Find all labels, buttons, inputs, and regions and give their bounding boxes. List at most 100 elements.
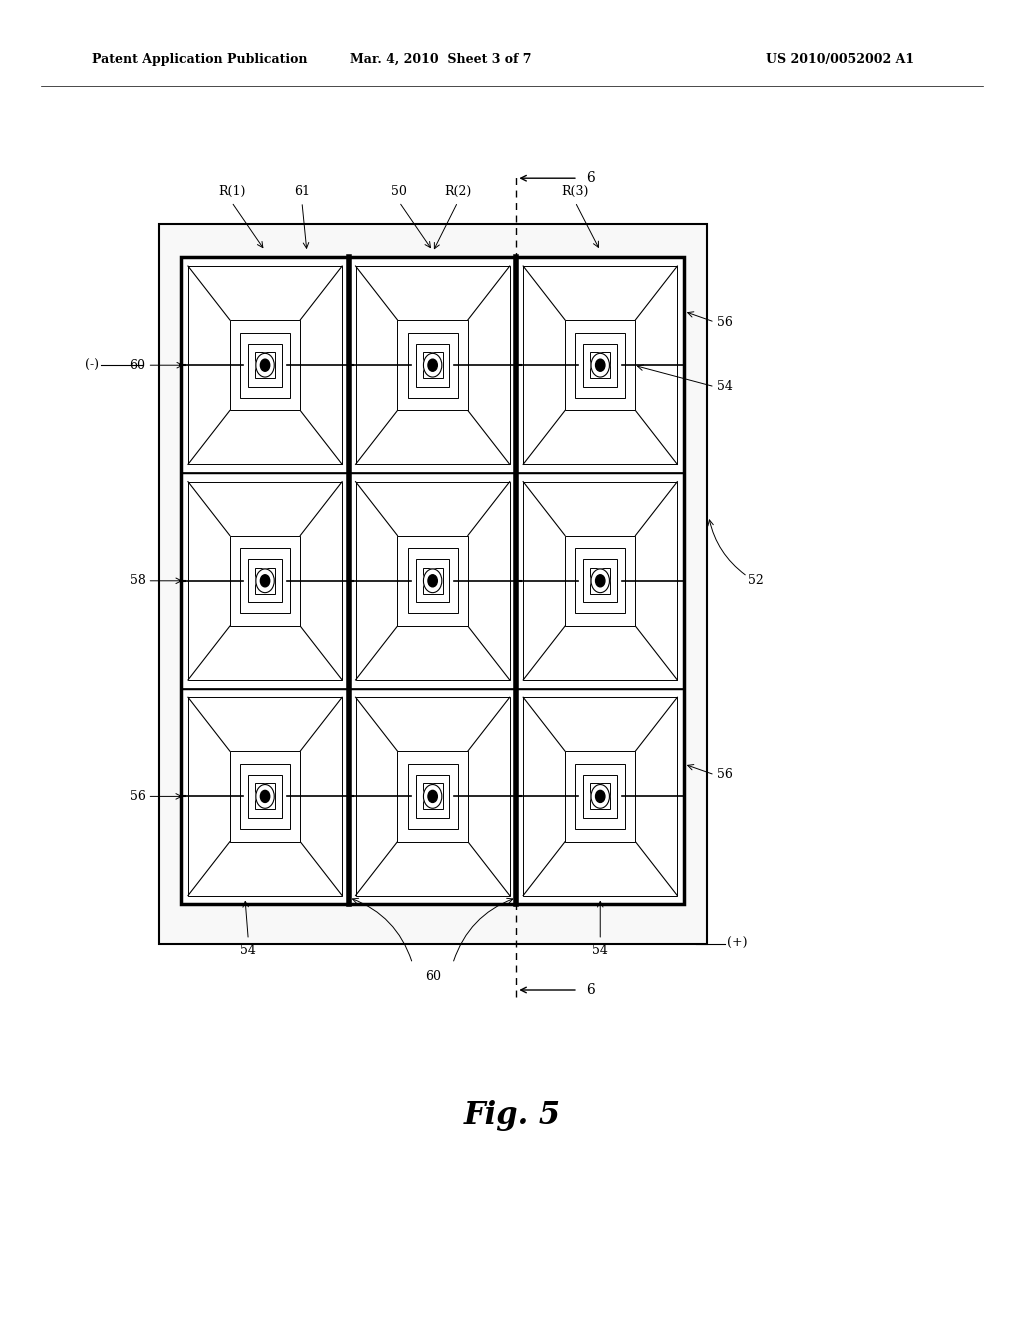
Bar [181, 257, 349, 473]
Bar [255, 352, 275, 378]
Bar [590, 352, 610, 378]
Bar [516, 257, 684, 473]
Text: Patent Application Publication: Patent Application Publication [92, 53, 307, 66]
Text: 60: 60 [425, 970, 440, 983]
Bar [590, 784, 610, 809]
Bar [397, 751, 468, 842]
Bar [229, 536, 300, 626]
Bar [565, 536, 636, 626]
Bar [423, 568, 442, 594]
Bar [516, 473, 684, 689]
Bar [229, 751, 300, 842]
Circle shape [256, 354, 274, 378]
Bar [397, 319, 468, 411]
Bar [349, 473, 516, 689]
Bar [248, 343, 282, 387]
Bar [416, 560, 450, 602]
Bar [355, 482, 510, 680]
Text: Fig. 5: Fig. 5 [464, 1100, 560, 1131]
Bar [248, 560, 282, 602]
Bar [408, 333, 458, 397]
Bar [408, 764, 458, 829]
Text: 56: 56 [717, 768, 733, 781]
Text: 54: 54 [241, 944, 256, 957]
Bar [349, 257, 516, 473]
Text: 58: 58 [441, 822, 457, 836]
Bar [188, 267, 342, 465]
Text: 56: 56 [129, 789, 145, 803]
Circle shape [591, 784, 609, 808]
Circle shape [428, 791, 437, 803]
Bar [181, 257, 349, 473]
Circle shape [256, 784, 274, 808]
Circle shape [591, 354, 609, 378]
Bar [416, 775, 450, 818]
Bar [516, 689, 684, 904]
Circle shape [424, 784, 441, 808]
Bar [590, 568, 610, 594]
Bar [516, 689, 684, 904]
Text: R(1): R(1) [218, 185, 245, 198]
Circle shape [591, 569, 609, 593]
Bar [355, 697, 510, 895]
Bar [416, 343, 450, 387]
Circle shape [424, 569, 441, 593]
Circle shape [260, 791, 269, 803]
Bar [523, 267, 677, 465]
Text: 54: 54 [592, 944, 608, 957]
Bar [575, 764, 626, 829]
Bar [408, 549, 458, 612]
Bar [523, 697, 677, 895]
Text: Mar. 4, 2010  Sheet 3 of 7: Mar. 4, 2010 Sheet 3 of 7 [349, 53, 531, 66]
Circle shape [428, 574, 437, 587]
Bar [349, 689, 516, 904]
Bar [565, 751, 636, 842]
Text: (+): (+) [727, 937, 748, 950]
Text: US 2010/0052002 A1: US 2010/0052002 A1 [766, 53, 913, 66]
Bar [349, 689, 516, 904]
Bar [584, 343, 617, 387]
Circle shape [424, 354, 441, 378]
Bar [255, 784, 275, 809]
Bar [349, 473, 516, 689]
Text: 52: 52 [748, 574, 763, 587]
Bar [248, 775, 282, 818]
Bar [516, 257, 684, 473]
Bar [349, 257, 516, 473]
Text: 60: 60 [129, 359, 145, 372]
Bar [423, 784, 442, 809]
Circle shape [596, 359, 605, 371]
Bar [397, 536, 468, 626]
Text: R(3): R(3) [561, 185, 589, 198]
Circle shape [260, 574, 269, 587]
Text: 61: 61 [294, 185, 310, 198]
Bar [565, 319, 636, 411]
Text: R(2): R(2) [444, 185, 471, 198]
Bar [240, 764, 290, 829]
Bar [423, 352, 442, 378]
Bar [575, 549, 626, 612]
Text: 6: 6 [586, 983, 595, 997]
Circle shape [260, 359, 269, 371]
Bar [255, 568, 275, 594]
Bar [188, 482, 342, 680]
Text: 58: 58 [129, 574, 145, 587]
Bar [159, 224, 707, 944]
Bar [188, 697, 342, 895]
Bar [240, 333, 290, 397]
Bar [575, 333, 626, 397]
Bar [355, 267, 510, 465]
Bar [181, 689, 349, 904]
Circle shape [596, 791, 605, 803]
Bar [181, 257, 684, 904]
Bar [181, 473, 349, 689]
Bar [181, 689, 349, 904]
Circle shape [428, 359, 437, 371]
Bar [229, 319, 300, 411]
Text: (-): (-) [85, 359, 99, 372]
Text: 56: 56 [717, 315, 733, 329]
Text: 50: 50 [391, 185, 408, 198]
Circle shape [256, 569, 274, 593]
Bar [516, 473, 684, 689]
Circle shape [596, 574, 605, 587]
